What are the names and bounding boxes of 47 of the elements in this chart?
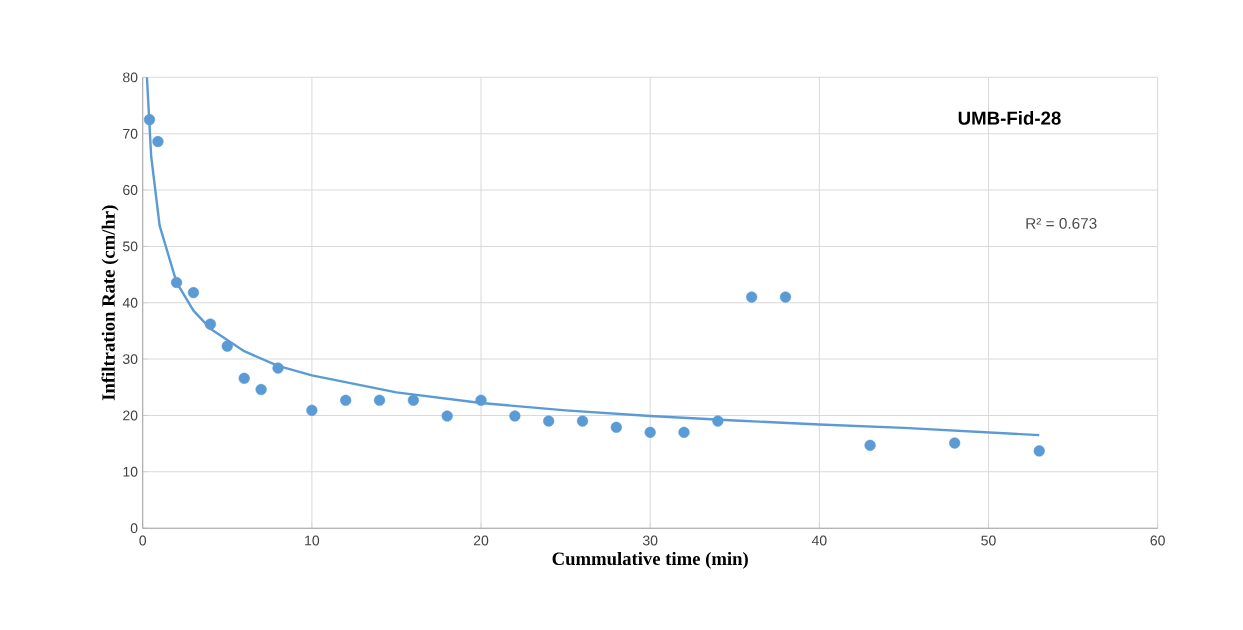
- annotation: UMB-Fid-28: [958, 111, 1061, 126]
- x-axis-title: Cummulative time (min): [552, 552, 748, 570]
- y-tick-label: 50: [122, 241, 138, 252]
- point: [949, 437, 961, 449]
- y-tick-label: 40: [122, 298, 138, 308]
- point: [610, 421, 622, 434]
- point: [509, 410, 521, 422]
- point: [204, 318, 216, 331]
- point: [779, 291, 792, 303]
- point: [746, 291, 758, 303]
- x-tick-label: 40: [811, 535, 827, 546]
- y-tick-label: 60: [123, 185, 138, 196]
- point: [306, 405, 318, 417]
- point: [255, 384, 267, 396]
- y-tick-label: 70: [123, 129, 138, 139]
- point: [221, 340, 233, 352]
- y-axis-title: Infiltration Rate (cm/hr): [101, 205, 119, 401]
- point: [441, 410, 453, 422]
- y-tick-label: 10: [123, 467, 138, 478]
- point: [864, 439, 876, 452]
- point: [543, 415, 555, 427]
- point: [373, 394, 386, 407]
- point: [238, 372, 250, 385]
- point: [712, 415, 724, 427]
- point: [644, 427, 656, 439]
- point: [143, 114, 156, 126]
- point: [1033, 445, 1045, 457]
- point: [407, 394, 419, 407]
- x-tick-label: 60: [1150, 535, 1165, 546]
- point: [576, 415, 589, 427]
- point: [272, 362, 284, 374]
- x-tick-label: 0: [139, 535, 147, 546]
- point: [152, 136, 164, 148]
- x-tick-label: 10: [305, 535, 320, 546]
- annotation: R² = 0.673: [1026, 218, 1097, 230]
- y-tick-label: 30: [122, 354, 138, 365]
- point: [340, 394, 352, 407]
- point: [678, 427, 690, 439]
- y-tick-label: 0: [130, 523, 138, 534]
- x-tick-label: 30: [642, 535, 658, 546]
- y-tick-label: 20: [123, 410, 138, 421]
- x-tick-label: 20: [473, 535, 489, 546]
- point: [187, 287, 200, 299]
- point: [170, 277, 183, 289]
- x-tick-label: 50: [981, 535, 996, 546]
- y-tick-label: 80: [123, 72, 138, 83]
- point: [475, 394, 487, 407]
